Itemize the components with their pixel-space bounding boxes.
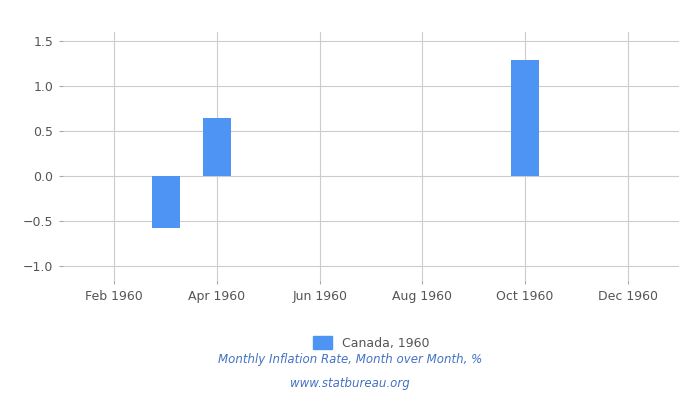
- Text: Monthly Inflation Rate, Month over Month, %: Monthly Inflation Rate, Month over Month…: [218, 354, 482, 366]
- Bar: [203, 118, 231, 176]
- Text: www.statbureau.org: www.statbureau.org: [290, 378, 410, 390]
- Bar: [152, 176, 180, 228]
- Bar: [511, 60, 539, 176]
- Legend: Canada, 1960: Canada, 1960: [308, 331, 434, 354]
